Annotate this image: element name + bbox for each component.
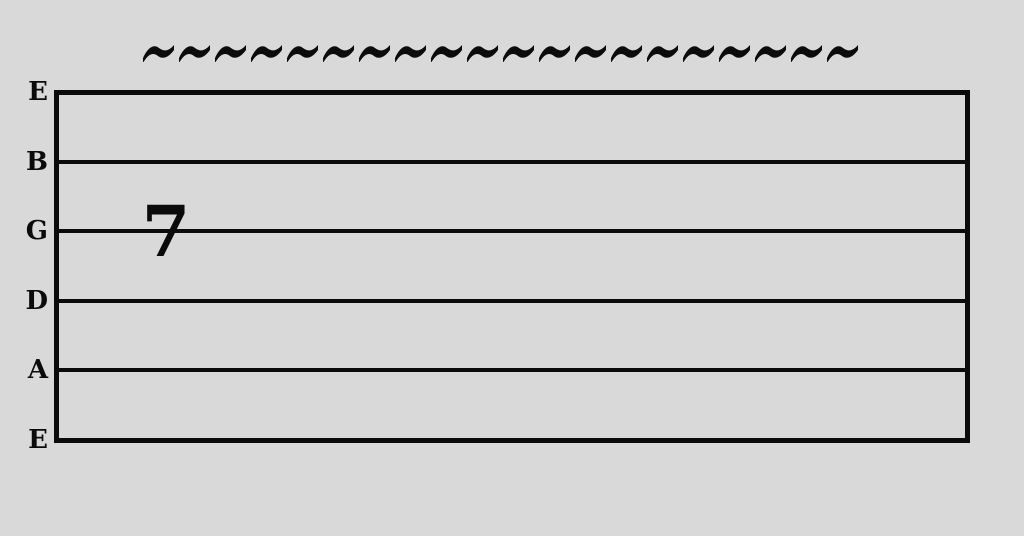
string-line-e-5	[54, 438, 970, 443]
vibrato-tilde-icon	[539, 45, 570, 62]
vibrato-tilde-icon	[755, 45, 786, 62]
vibrato-tilde-icon	[611, 45, 642, 62]
vibrato-tilde-icon	[647, 45, 678, 62]
string-label-a-4: A	[27, 355, 48, 385]
vibrato-tilde-icon	[791, 45, 822, 62]
vibrato-tilde-icon	[215, 45, 246, 62]
vibrato-tilde-icon	[575, 45, 606, 62]
vibrato-tilde-icon	[251, 45, 282, 62]
string-label-e-0: E	[28, 77, 48, 107]
vibrato-tilde-icon	[827, 45, 858, 62]
vibrato-tilde-icon	[323, 45, 354, 62]
string-label-d-3: D	[25, 286, 48, 316]
string-line-d-3	[54, 299, 970, 303]
string-label-b-1: B	[26, 147, 48, 177]
fret-number-g-string: 7	[141, 190, 191, 273]
string-line-b-1	[54, 160, 970, 164]
string-line-g-2	[54, 229, 970, 233]
vibrato-tilde-icon	[719, 45, 750, 62]
vibrato-tilde-icon	[683, 45, 714, 62]
vibrato-tilde-icon	[287, 45, 318, 62]
vibrato-tilde-icon	[467, 45, 498, 62]
staff-left-bar	[54, 90, 59, 443]
vibrato-tilde-icon	[431, 45, 462, 62]
string-line-a-4	[54, 368, 970, 372]
vibrato-tilde-icon	[143, 45, 174, 62]
string-label-e-5: E	[28, 425, 48, 455]
vibrato-tilde-icon	[179, 45, 210, 62]
string-label-g-2: G	[25, 216, 48, 246]
vibrato-tilde-icon	[395, 45, 426, 62]
vibrato-tilde-icon	[359, 45, 390, 62]
string-line-e-0	[54, 90, 970, 95]
staff-right-bar	[965, 90, 970, 443]
vibrato-marks-row	[143, 44, 859, 62]
vibrato-tilde-icon	[503, 45, 534, 62]
